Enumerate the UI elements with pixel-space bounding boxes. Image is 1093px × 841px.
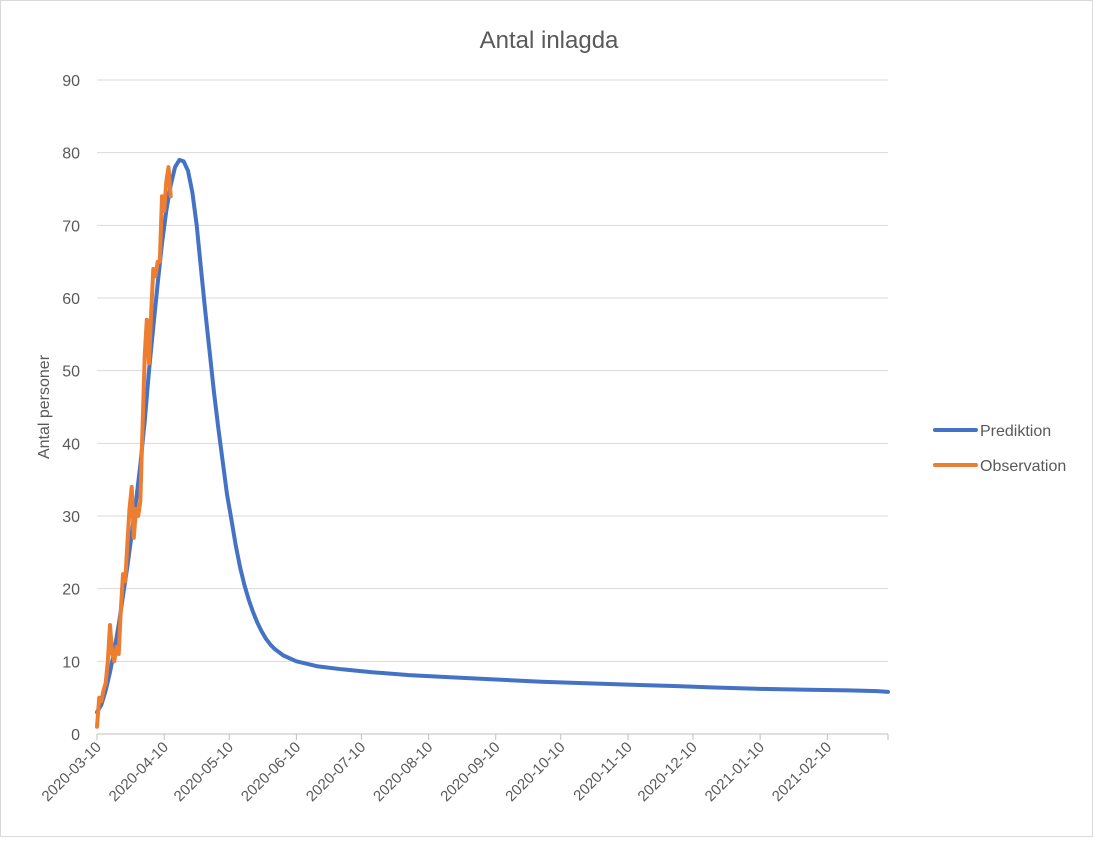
- y-tick-label: 80: [62, 146, 80, 163]
- legend: Prediktion Observation: [933, 423, 1066, 475]
- y-tick-label: 40: [62, 436, 80, 453]
- y-tick-label: 10: [62, 654, 80, 671]
- x-tick-label: 2021-02-10: [769, 739, 835, 805]
- x-tick-label: 2020-09-10: [437, 739, 503, 805]
- y-tick-label: 30: [62, 509, 80, 526]
- y-tick-label: 60: [62, 291, 80, 308]
- series-lines: [95, 157, 890, 729]
- series-line-observation: [95, 165, 173, 729]
- y-tick-label: 0: [71, 727, 80, 744]
- gridlines: [97, 79, 888, 662]
- y-tick-label: 20: [62, 582, 80, 599]
- x-tick-label: 2020-03-10: [39, 739, 105, 805]
- chart-title: Antal inlagda: [480, 27, 619, 54]
- legend-label: Observation: [980, 458, 1066, 475]
- x-tick-label: 2021-01-10: [702, 739, 768, 805]
- y-tick-label: 70: [62, 218, 80, 235]
- x-tick-label: 2020-10-10: [502, 739, 568, 805]
- x-tick-label: 2020-06-10: [238, 739, 304, 805]
- x-tick-label: 2020-11-10: [570, 739, 635, 804]
- y-tick-label: 50: [62, 364, 80, 381]
- x-tick-label: 2020-12-10: [635, 739, 701, 805]
- y-tick-label: 90: [62, 73, 80, 90]
- x-tick-label: 2020-05-10: [171, 739, 237, 805]
- legend-label: Prediktion: [980, 423, 1051, 440]
- series-line-prediktion: [95, 157, 890, 715]
- x-tick-label: 2020-08-10: [370, 739, 436, 805]
- y-tick-labels: 0 10 20 30 40 50 60 70 80 90: [62, 73, 80, 744]
- y-axis-title: Antal personer: [36, 354, 53, 459]
- x-tick-label: 2020-07-10: [303, 739, 369, 805]
- x-tick-label: 2020-04-10: [106, 739, 172, 805]
